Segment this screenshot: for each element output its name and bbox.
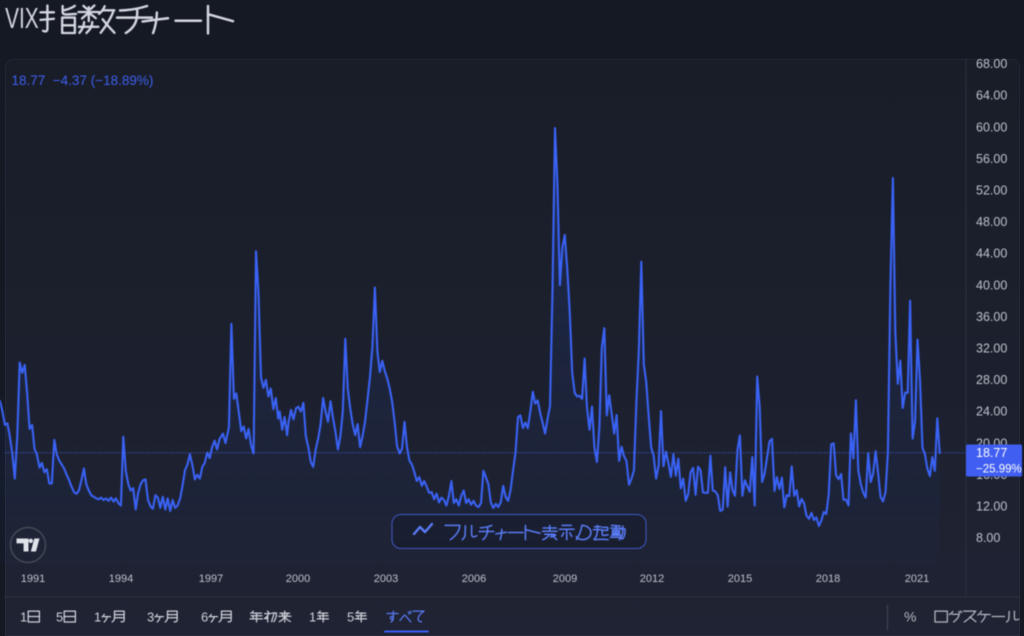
svg-text:1994: 1994 xyxy=(109,573,133,585)
svg-text:8.00: 8.00 xyxy=(976,531,1000,545)
svg-text:1991: 1991 xyxy=(21,573,45,585)
svg-text:2015: 2015 xyxy=(728,573,752,585)
svg-text:2021: 2021 xyxy=(905,573,929,585)
svg-text:1: 1 xyxy=(309,610,316,625)
svg-text:−25.99%: −25.99% xyxy=(976,464,1022,476)
svg-text:40.00: 40.00 xyxy=(976,278,1007,292)
svg-text:2012: 2012 xyxy=(640,573,664,585)
svg-text:18.77: 18.77 xyxy=(976,446,1007,460)
svg-text:6: 6 xyxy=(201,610,208,625)
svg-text:VIX: VIX xyxy=(5,3,39,35)
svg-text:28.00: 28.00 xyxy=(976,373,1007,387)
svg-text:36.00: 36.00 xyxy=(976,310,1007,324)
svg-text:2006: 2006 xyxy=(462,573,486,585)
svg-text:48.00: 48.00 xyxy=(976,215,1007,229)
svg-text:68.00: 68.00 xyxy=(976,57,1007,71)
svg-text:2018: 2018 xyxy=(816,573,840,585)
svg-text:2000: 2000 xyxy=(286,573,310,585)
svg-text:1: 1 xyxy=(94,610,101,625)
svg-text:%: % xyxy=(904,609,916,625)
svg-text:44.00: 44.00 xyxy=(976,247,1007,261)
svg-text:64.00: 64.00 xyxy=(976,89,1007,103)
svg-text:2009: 2009 xyxy=(553,573,577,585)
svg-text:52.00: 52.00 xyxy=(976,184,1007,198)
svg-text:60.00: 60.00 xyxy=(976,120,1007,134)
svg-text:3: 3 xyxy=(147,610,154,625)
svg-text:12.00: 12.00 xyxy=(976,500,1007,514)
svg-text:2003: 2003 xyxy=(374,573,398,585)
svg-text:24.00: 24.00 xyxy=(976,405,1007,419)
svg-text:18.77 −4.37 (−18.89%): 18.77 −4.37 (−18.89%) xyxy=(12,73,154,88)
svg-text:32.00: 32.00 xyxy=(976,342,1007,356)
svg-text:1997: 1997 xyxy=(199,573,223,585)
svg-text:5: 5 xyxy=(56,610,63,625)
svg-text:1: 1 xyxy=(20,610,27,625)
svg-text:56.00: 56.00 xyxy=(976,152,1007,166)
svg-text:5: 5 xyxy=(347,610,354,625)
